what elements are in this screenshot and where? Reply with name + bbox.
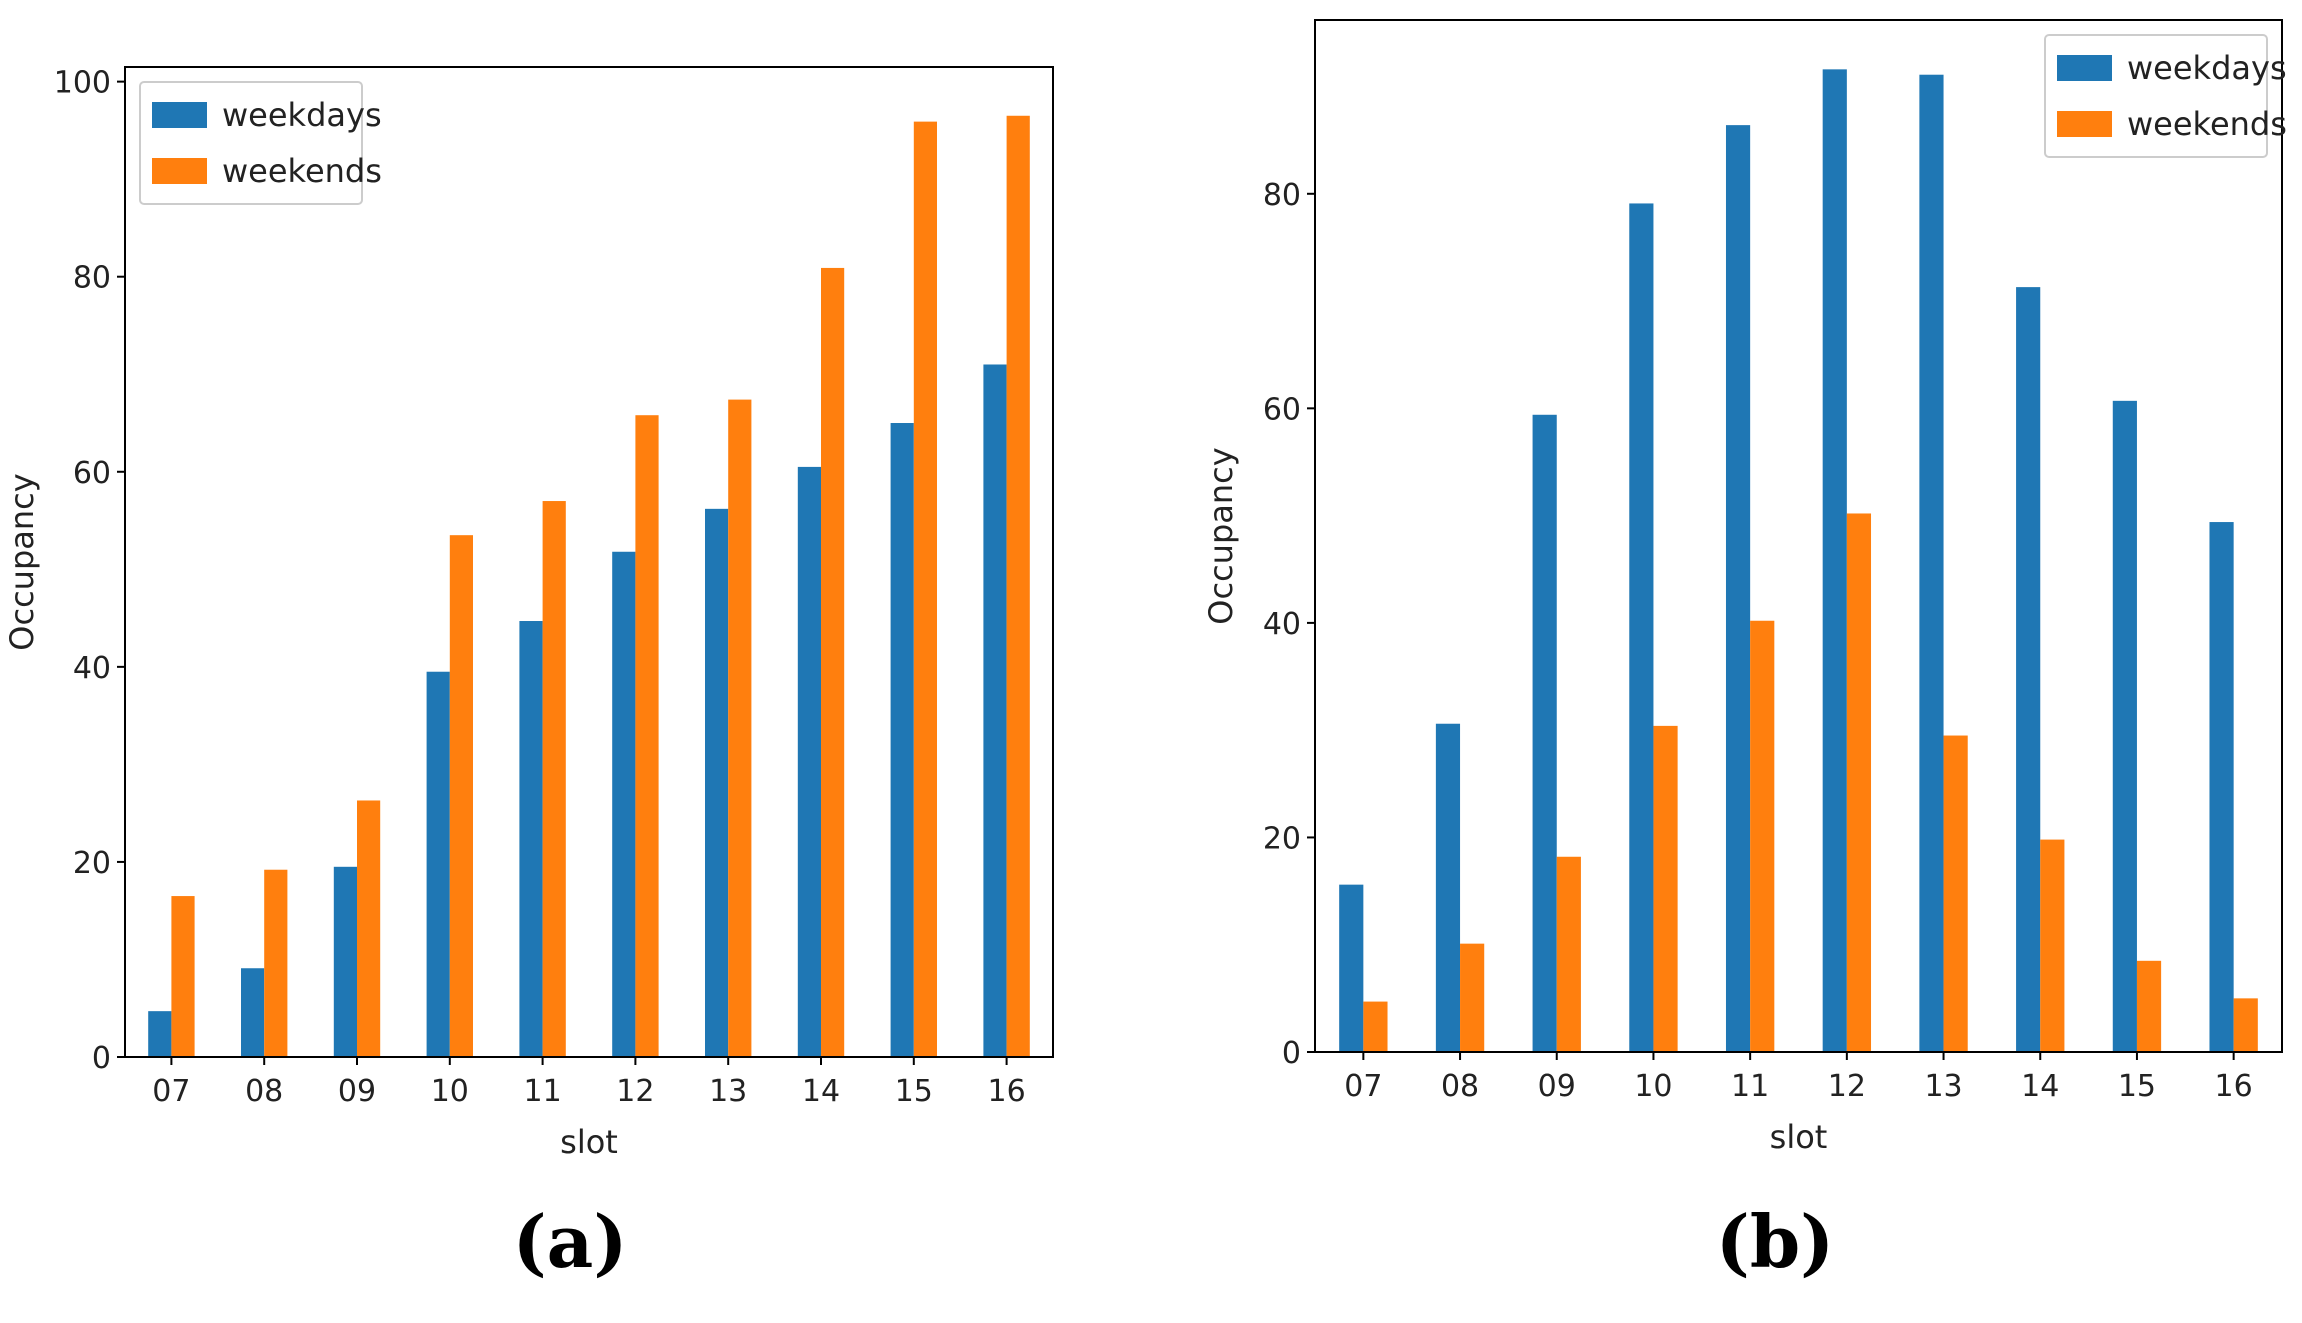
- x-tick-label: 12: [1828, 1069, 1866, 1104]
- x-tick-label: 13: [709, 1074, 747, 1109]
- bar-weekends-14: [821, 267, 845, 1057]
- y-tick-label: 40: [1263, 607, 1301, 642]
- y-axis-label: Occupancy: [3, 473, 41, 650]
- bar-weekdays-09: [333, 866, 357, 1057]
- bar-weekends-09: [1556, 856, 1581, 1052]
- bar-weekdays-14: [2016, 287, 2041, 1052]
- x-tick-label: 11: [1731, 1069, 1769, 1104]
- y-tick-label: 0: [92, 1041, 111, 1076]
- bar-weekends-11: [542, 501, 566, 1057]
- chart-panel-b: 0 20 40 60 80 07 08 09 10 11 12 13 14 15 16 slot Occupan…: [1202, 19, 2287, 1284]
- bar-weekdays-11: [1725, 125, 1751, 1052]
- legend-swatch-weekdays: [152, 102, 207, 128]
- bar-weekdays-09: [1532, 414, 1557, 1052]
- x-tick-label: 09: [1538, 1069, 1576, 1104]
- bar-weekdays-08: [1435, 723, 1461, 1052]
- legend-swatch-weekends: [152, 158, 207, 184]
- x-tick-label: 16: [988, 1074, 1026, 1109]
- bar-weekdays-16: [983, 364, 1007, 1057]
- x-axis-label: slot: [1770, 1118, 1828, 1156]
- x-tick-label: 09: [338, 1074, 376, 1109]
- legend-label-weekends: weekends: [222, 152, 382, 190]
- bar-weekdays-07: [1339, 884, 1364, 1052]
- x-axis-label: slot: [560, 1123, 618, 1161]
- y-tick-label: 80: [73, 261, 111, 296]
- y-tick-label: 0: [1282, 1036, 1301, 1071]
- x-tick-label: 13: [1924, 1069, 1962, 1104]
- x-tick-label: 14: [802, 1074, 840, 1109]
- x-tick-label: 15: [2118, 1069, 2156, 1104]
- plot-frame: [1314, 19, 2283, 1053]
- bar-weekdays-11: [519, 621, 543, 1057]
- plot-frame: [124, 66, 1054, 1058]
- y-tick-label: 60: [73, 456, 111, 491]
- bar-weekdays-15: [2112, 400, 2137, 1052]
- bar-weekdays-16: [2209, 522, 2234, 1052]
- bar-weekends-08: [264, 869, 288, 1057]
- bar-weekends-11: [1750, 620, 1775, 1052]
- bar-weekends-10: [1653, 725, 1678, 1052]
- y-tick-label: 80: [1263, 178, 1301, 213]
- legend-label-weekdays: weekdays: [222, 96, 382, 134]
- bar-weekends-12: [1846, 513, 1872, 1052]
- panel-label: (b): [1716, 1199, 1834, 1284]
- legend-swatch-weekdays: [2057, 55, 2112, 81]
- bar-weekends-16: [1006, 115, 1030, 1057]
- bar-weekdays-08: [241, 968, 265, 1057]
- bar-weekends-15: [913, 121, 937, 1058]
- panel-label: (a): [513, 1199, 628, 1284]
- bar-weekends-10: [449, 535, 473, 1057]
- bar-weekends-13: [1943, 735, 1968, 1052]
- bar-weekdays-12: [612, 551, 636, 1057]
- bar-weekends-14: [2040, 839, 2065, 1052]
- bar-weekends-08: [1460, 943, 1485, 1052]
- x-tick-label: 07: [1344, 1069, 1382, 1104]
- y-tick-label: 20: [1263, 821, 1301, 856]
- bar-weekdays-07: [148, 1011, 172, 1057]
- bar-weekends-09: [357, 800, 381, 1057]
- bar-weekdays-14: [797, 466, 821, 1057]
- bar-weekdays-10: [1629, 203, 1654, 1053]
- x-tick-label: 16: [2215, 1069, 2253, 1104]
- chart-panel-a: 0 20 40 60 80 100 07 08 09 10 11 12 13 14 15 16 slot Occu…: [3, 66, 1054, 1284]
- bar-weekends-15: [2136, 960, 2162, 1052]
- bar-weekdays-13: [705, 508, 729, 1057]
- y-tick-label: 60: [1263, 392, 1301, 427]
- bar-weekends-07: [171, 896, 195, 1057]
- x-tick-label: 11: [524, 1074, 562, 1109]
- bar-weekdays-10: [426, 671, 450, 1057]
- legend-swatch-weekends: [2057, 111, 2112, 137]
- bar-weekends-12: [635, 415, 659, 1057]
- bar-weekdays-15: [890, 423, 914, 1057]
- y-axis-label: Occupancy: [1202, 447, 1240, 624]
- bar-weekends-16: [2233, 998, 2258, 1052]
- bar-weekends-07: [1363, 1001, 1388, 1052]
- legend-label-weekends: weekends: [2127, 105, 2287, 143]
- x-tick-label: 07: [152, 1074, 190, 1109]
- bar-weekdays-13: [1919, 74, 1944, 1053]
- y-tick-label: 20: [73, 846, 111, 881]
- x-tick-label: 08: [1441, 1069, 1479, 1104]
- x-tick-label: 10: [431, 1074, 469, 1109]
- bar-weekdays-12: [1822, 69, 1847, 1053]
- y-tick-label: 40: [73, 651, 111, 686]
- legend-label-weekdays: weekdays: [2127, 49, 2287, 87]
- y-tick-label: 100: [54, 66, 111, 101]
- x-tick-label: 10: [1634, 1069, 1672, 1104]
- x-tick-label: 15: [895, 1074, 933, 1109]
- bar-weekends-13: [728, 399, 752, 1058]
- x-tick-label: 12: [616, 1074, 654, 1109]
- x-tick-label: 08: [245, 1074, 283, 1109]
- x-tick-label: 14: [2021, 1069, 2059, 1104]
